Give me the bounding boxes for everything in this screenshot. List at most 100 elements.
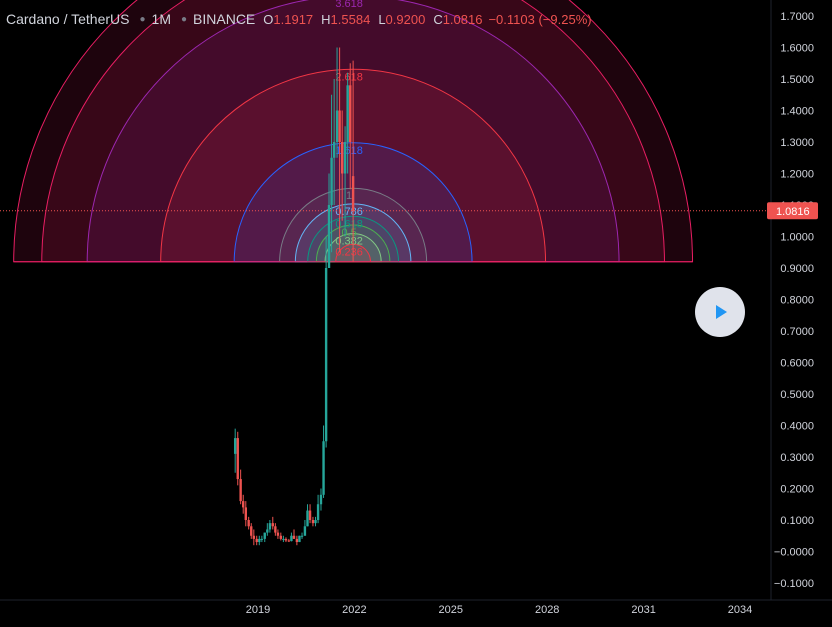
candle-body <box>332 142 336 158</box>
candle-body <box>244 507 247 520</box>
candle <box>284 537 288 543</box>
candle <box>260 535 264 543</box>
price-tick-label: 0.5000 <box>780 389 814 401</box>
candle <box>268 520 272 533</box>
open-key: O <box>263 11 274 27</box>
candle <box>298 535 301 543</box>
legend-separator-dot: ● <box>180 13 188 25</box>
candle-body <box>314 520 317 524</box>
interval-label[interactable]: 1M <box>151 11 171 27</box>
candle <box>351 60 355 262</box>
close-key: C <box>433 11 443 27</box>
time-tick-label: 2031 <box>631 604 655 616</box>
candle <box>340 110 344 221</box>
price-tick-label: 0.3000 <box>780 452 814 464</box>
candle-body <box>349 85 352 142</box>
candle-body <box>346 85 349 142</box>
price-tick-label: 1.5000 <box>780 74 814 86</box>
candle <box>349 63 352 190</box>
candle <box>290 532 293 542</box>
candle <box>242 494 245 514</box>
candle <box>316 494 320 524</box>
candle-body <box>252 535 256 539</box>
candle <box>308 504 312 524</box>
candle <box>292 529 296 539</box>
price-tick-label: −0.1000 <box>774 578 814 590</box>
last-price-label: 1.0816 <box>776 206 810 218</box>
time-axis[interactable]: 2019 2022 2025 2028 2031 2034 <box>246 604 752 616</box>
candle-body <box>260 538 264 540</box>
candle-body <box>338 110 341 142</box>
candle-body <box>266 529 269 533</box>
price-axis[interactable]: 1.70001.60001.50001.40001.30001.20001.10… <box>774 11 814 590</box>
candle-body <box>316 504 320 520</box>
price-tick-label: −0.0000 <box>774 547 814 559</box>
candle-body <box>247 520 250 527</box>
time-tick-label: 2019 <box>246 604 270 616</box>
change-value: −0.1103 (−9.25%) <box>488 11 592 27</box>
candle-body <box>250 526 253 536</box>
candle <box>324 236 328 448</box>
candle-body <box>236 438 239 480</box>
candle-body <box>343 142 347 174</box>
price-tick-label: 1.3000 <box>780 137 814 149</box>
candle-body <box>351 176 355 211</box>
candle <box>346 72 349 174</box>
candle <box>306 504 309 527</box>
candle-body <box>327 205 331 268</box>
symbol-name[interactable]: Cardano / TetherUS <box>6 11 130 27</box>
candle-body <box>239 479 242 502</box>
candle-body <box>284 538 288 541</box>
candle-body <box>306 510 309 527</box>
time-tick-label: 2034 <box>728 604 752 616</box>
candle-body <box>303 526 307 536</box>
fib-arc-label: 0.236 <box>335 246 363 258</box>
candle-body <box>290 535 293 542</box>
price-tick-label: 1.2000 <box>780 169 814 181</box>
candle <box>295 535 299 546</box>
exchange-label[interactable]: BINANCE <box>193 11 256 27</box>
candle-body <box>233 438 237 454</box>
candle <box>258 535 261 546</box>
candle-body <box>242 501 245 508</box>
candle <box>271 516 274 530</box>
candle <box>287 538 291 543</box>
candle <box>239 469 242 505</box>
candle <box>233 428 237 473</box>
candle <box>332 79 336 205</box>
time-tick-label: 2028 <box>535 604 559 616</box>
candle-body <box>295 538 299 543</box>
legend-separator-dot: ● <box>139 13 146 25</box>
price-tick-label: 0.7000 <box>780 326 814 338</box>
candle-body <box>330 157 333 205</box>
candle-body <box>308 510 312 520</box>
candle <box>338 47 341 253</box>
candle-body <box>324 268 328 442</box>
fib-arc-label: 2.618 <box>335 71 363 83</box>
candle-body <box>274 526 277 533</box>
replay-play-button[interactable] <box>695 287 745 337</box>
candle <box>244 501 247 527</box>
price-tick-label: 0.1000 <box>780 515 814 527</box>
price-tick-label: 1.4000 <box>780 106 814 118</box>
close-value: 1.0816 <box>442 11 483 27</box>
candle-body <box>335 110 339 142</box>
candle-body <box>255 538 258 543</box>
low-value: 0.9200 <box>385 11 426 27</box>
candle-body <box>319 494 323 505</box>
candle <box>327 173 331 268</box>
symbol-legend[interactable]: Cardano / TetherUS ● 1M ● BINANCE O 1.191… <box>6 9 592 29</box>
candle-body <box>271 523 274 527</box>
low-key: L <box>378 11 386 27</box>
candle <box>319 488 323 511</box>
candle-body <box>263 532 266 539</box>
price-tick-label: 0.2000 <box>780 484 814 496</box>
candle <box>255 535 258 546</box>
price-tick-label: 1.7000 <box>780 11 814 23</box>
fib-arc-label: 0.618 <box>335 218 363 230</box>
fib-arc-label: 1 <box>346 190 352 202</box>
candle <box>236 431 239 486</box>
last-price-tag: 1.0816 <box>767 202 818 220</box>
